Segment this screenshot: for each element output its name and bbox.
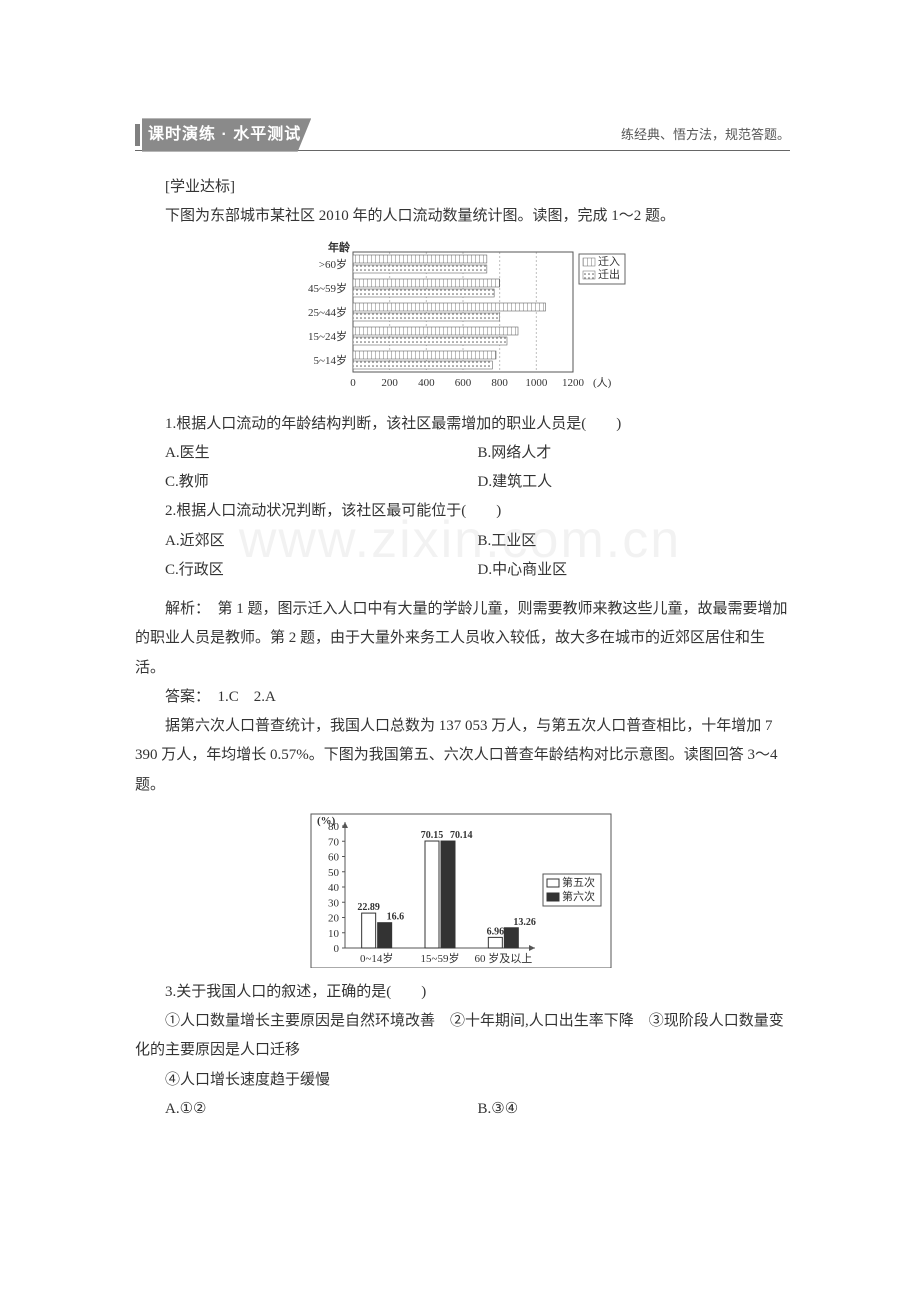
section-title: 课时演练 · 水平测试	[142, 118, 311, 151]
chart-2: (%)0102030405060708022.8916.60~14岁70.157…	[135, 808, 790, 968]
svg-text:40: 40	[328, 882, 340, 894]
chart-2-svg: (%)0102030405060708022.8916.60~14岁70.157…	[303, 808, 623, 968]
explain-1: 解析： 第 1 题，图示迁入人口中有大量的学龄儿童，则需要教师来教这些儿童，故最…	[135, 595, 790, 683]
q3-A: A.①②	[165, 1095, 478, 1124]
q3-B: B.③④	[478, 1095, 791, 1124]
intro-2: 据第六次人口普查统计，我国人口总数为 137 053 万人，与第五次人口普查相比…	[135, 712, 790, 800]
svg-text:13.26: 13.26	[513, 917, 536, 928]
q2-stem: 2.根据人口流动状况判断，该社区最可能位于( )	[135, 497, 790, 526]
svg-text:10: 10	[328, 928, 340, 940]
svg-text:25~44岁: 25~44岁	[308, 305, 347, 319]
svg-text:0: 0	[350, 377, 356, 389]
svg-text:600: 600	[454, 377, 471, 389]
q1-D: D.建筑工人	[478, 468, 791, 497]
svg-text:70.15: 70.15	[420, 830, 443, 841]
svg-text:迁出: 迁出	[598, 267, 620, 281]
svg-text:45~59岁: 45~59岁	[308, 281, 347, 295]
label-academic: [学业达标]	[135, 173, 790, 202]
q2-C: C.行政区	[165, 556, 478, 585]
intro-2-text: 据第六次人口普查统计，我国人口总数为 137 053 万人，与第五次人口普查相比…	[135, 718, 778, 793]
svg-text:16.6: 16.6	[386, 911, 404, 922]
svg-text:第六次: 第六次	[562, 889, 595, 903]
svg-text:1200: 1200	[562, 377, 585, 389]
svg-text:1000: 1000	[525, 377, 548, 389]
chart-1: 年龄 0 200 400 600 800 1000 1200 (人) >60岁 45~59岁 25~4…	[135, 240, 790, 400]
svg-text:>60岁: >60岁	[318, 257, 346, 271]
svg-text:400: 400	[418, 377, 435, 389]
svg-text:0: 0	[333, 943, 339, 955]
answers-1: 答案： 1.C 2.A	[135, 683, 790, 712]
svg-text:70.14: 70.14	[450, 830, 473, 841]
q1-options-row2: C.教师 D.建筑工人	[165, 468, 790, 497]
q1-B: B.网络人才	[478, 439, 791, 468]
q1-options-row1: A.医生 B.网络人才	[165, 439, 790, 468]
intro-1: 下图为东部城市某社区 2010 年的人口流动数量统计图。读图，完成 1～2 题。	[135, 202, 790, 231]
svg-text:60 岁及以上: 60 岁及以上	[474, 951, 532, 965]
svg-text:70: 70	[328, 836, 340, 848]
svg-text:60: 60	[328, 851, 340, 863]
svg-text:15~59岁: 15~59岁	[420, 951, 459, 965]
tab-bar	[135, 124, 140, 146]
svg-text:迁入: 迁入	[598, 255, 620, 268]
q3-options-row1: A.①② B.③④	[165, 1095, 790, 1124]
svg-text:20: 20	[328, 912, 340, 924]
svg-text:80: 80	[328, 821, 340, 833]
svg-text:800: 800	[491, 377, 508, 389]
q1-stem: 1.根据人口流动的年龄结构判断，该社区最需增加的职业人员是( )	[135, 410, 790, 439]
svg-text:第五次: 第五次	[562, 875, 595, 889]
section-tab: 课时演练 · 水平测试	[135, 118, 311, 151]
svg-text:5~14岁: 5~14岁	[313, 353, 346, 367]
q2-A: A.近郊区	[165, 527, 478, 556]
chart-1-svg: 年龄 0 200 400 600 800 1000 1200 (人) >60岁 45~59岁 25~4…	[283, 240, 643, 400]
svg-text:200: 200	[381, 377, 398, 389]
svg-text:(人): (人)	[593, 376, 612, 389]
svg-text:30: 30	[328, 897, 340, 909]
q1-C: C.教师	[165, 468, 478, 497]
q3-stem: 3.关于我国人口的叙述，正确的是( )	[135, 978, 790, 1007]
svg-text:6.96: 6.96	[486, 926, 504, 937]
q3-s1: ①人口数量增长主要原因是自然环境改善 ②十年期间,人口出生率下降 ③现阶段人口数…	[135, 1007, 790, 1066]
svg-text:年龄: 年龄	[328, 240, 351, 254]
q2-options-row1: A.近郊区 B.工业区	[165, 527, 790, 556]
svg-text:50: 50	[328, 867, 340, 879]
svg-text:22.89: 22.89	[357, 902, 380, 913]
svg-text:0~14岁: 0~14岁	[359, 951, 392, 965]
q2-D: D.中心商业区	[478, 556, 791, 585]
q2-B: B.工业区	[478, 527, 791, 556]
section-header: 课时演练 · 水平测试 练经典、悟方法，规范答题。	[135, 120, 790, 151]
q1-A: A.医生	[165, 439, 478, 468]
q2-options-row2: C.行政区 D.中心商业区	[165, 556, 790, 585]
section-subtitle: 练经典、悟方法，规范答题。	[621, 122, 790, 147]
q3-s4: ④人口增长速度趋于缓慢	[135, 1066, 790, 1095]
svg-text:15~24岁: 15~24岁	[308, 329, 347, 343]
